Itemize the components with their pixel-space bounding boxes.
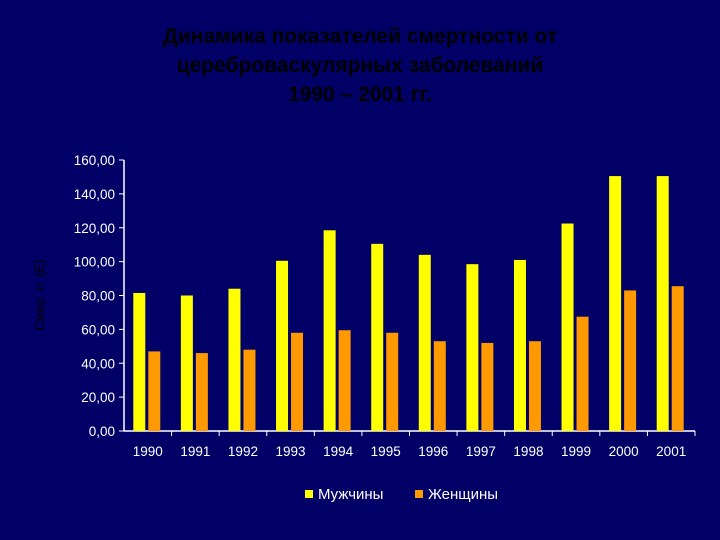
bar-women-1997 bbox=[481, 342, 494, 431]
x-tick-label-1990: 1990 bbox=[133, 444, 163, 459]
bar-women-1996 bbox=[433, 341, 446, 431]
bar-men-2001 bbox=[656, 176, 669, 431]
legend-label-men: Мужчины bbox=[318, 486, 383, 503]
x-tick-label-1998: 1998 bbox=[513, 444, 543, 459]
bar-women-1994 bbox=[338, 330, 351, 431]
y-tick-label: 0,00 bbox=[89, 424, 115, 439]
legend-swatch-women bbox=[415, 490, 423, 498]
chart-title-line-1: Динамика показателей смертности от bbox=[162, 25, 558, 48]
bar-men-1990 bbox=[133, 292, 146, 431]
bar-women-2001 bbox=[671, 286, 684, 431]
bar-men-1997 bbox=[466, 264, 479, 431]
x-tick-label-2001: 2001 bbox=[656, 444, 686, 459]
bar-women-2000 bbox=[624, 290, 637, 431]
x-tick-label-2000: 2000 bbox=[609, 444, 639, 459]
y-tick-label: 80,00 bbox=[81, 289, 115, 304]
x-tick-label-1997: 1997 bbox=[466, 444, 496, 459]
bar-men-1991 bbox=[180, 295, 193, 431]
chart-title-line-3: 1990 – 2001 гг. bbox=[288, 83, 432, 106]
y-tick-label: 120,00 bbox=[74, 221, 115, 236]
bar-women-1995 bbox=[386, 332, 399, 431]
y-tick-label: 40,00 bbox=[81, 356, 115, 371]
bar-men-1998 bbox=[513, 259, 526, 431]
y-tick-label: 20,00 bbox=[81, 390, 115, 405]
y-tick-label: 60,00 bbox=[81, 322, 115, 337]
x-tick-label-1999: 1999 bbox=[561, 444, 591, 459]
legend: Мужчины Женщины bbox=[305, 486, 498, 503]
x-tick-label-1994: 1994 bbox=[323, 444, 354, 459]
bar-men-1995 bbox=[371, 243, 384, 431]
bar-men-1993 bbox=[276, 260, 289, 431]
bar-men-1996 bbox=[418, 254, 431, 431]
bar-women-1999 bbox=[576, 316, 589, 431]
x-tick-label-1991: 1991 bbox=[180, 444, 210, 459]
bar-women-1993 bbox=[291, 332, 304, 431]
bar-men-1999 bbox=[561, 223, 574, 431]
y-tick-label: 140,00 bbox=[74, 187, 115, 202]
x-tick-label-1995: 1995 bbox=[371, 444, 401, 459]
chart-title-line-2: цереброваскулярных заболеваний bbox=[176, 54, 544, 77]
bar-women-1998 bbox=[528, 341, 541, 431]
bar-men-1992 bbox=[228, 288, 241, 431]
bar-women-1990 bbox=[148, 351, 161, 431]
legend-swatch-men bbox=[305, 490, 313, 498]
chart-title: Динамика показателей смертности от цереб… bbox=[60, 22, 660, 109]
x-tick-label-1992: 1992 bbox=[228, 444, 258, 459]
legend-label-women: Женщины bbox=[428, 486, 498, 503]
y-axis-label: Смер. п. (E) bbox=[32, 259, 47, 331]
bar-men-2000 bbox=[609, 176, 622, 431]
bar-men-1994 bbox=[323, 230, 336, 431]
bar-women-1992 bbox=[243, 349, 256, 431]
x-tick-label-1993: 1993 bbox=[276, 444, 306, 459]
bar-women-1991 bbox=[195, 353, 208, 431]
y-tick-label: 160,00 bbox=[74, 153, 115, 168]
plot-area: 0,00 20,00 40,00 60,00 80,00 100,00 120,00 140,… bbox=[74, 153, 696, 459]
y-tick-label: 100,00 bbox=[74, 255, 115, 270]
x-tick-label-1996: 1996 bbox=[418, 444, 448, 459]
